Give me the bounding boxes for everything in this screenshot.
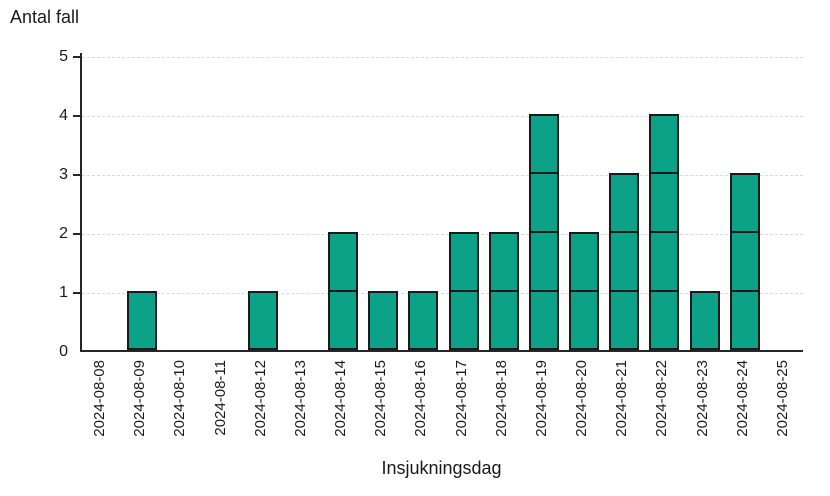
bar-2024-08-22 [649,114,680,350]
bar-2024-08-12 [247,291,278,350]
x-tick-label-2024-08-15: 2024-08-15 [372,360,390,437]
gridline-y2 [82,234,803,235]
x-tick-label-2024-08-13: 2024-08-13 [291,360,309,437]
y-axis-tick [73,233,82,235]
y-tick-label-4: 4 [59,107,68,124]
y-tick-label-3: 3 [59,166,68,183]
bar-unit-separator [651,172,678,174]
x-tick-label-2024-08-19: 2024-08-19 [532,360,550,437]
x-tick-label-2024-08-16: 2024-08-16 [412,360,430,437]
y-axis-tick [73,56,82,58]
bar-2024-08-20 [569,232,600,350]
x-tick-label-2024-08-18: 2024-08-18 [492,360,510,437]
x-tick-label-2024-08-21: 2024-08-21 [613,360,631,437]
bar-2024-08-15 [368,291,399,350]
plot-area [73,53,803,352]
bar-unit-separator [651,290,678,292]
x-tick-label-2024-08-23: 2024-08-23 [693,360,711,437]
bar-unit-separator [530,172,557,174]
bar-unit-separator [611,231,638,233]
bar-2024-08-14 [328,232,359,350]
bar-unit-separator [530,231,557,233]
x-tick-label-2024-08-14: 2024-08-14 [332,360,350,437]
bar-2024-08-21 [609,173,640,350]
y-axis-tick [73,115,82,117]
bar-unit-separator [731,231,758,233]
y-tick-label-2: 2 [59,225,68,242]
y-axis-tick [73,292,82,294]
bar-unit-separator [571,290,598,292]
x-axis-title: Insjukningsdag [381,458,502,478]
x-tick-label-2024-08-11: 2024-08-11 [211,360,229,436]
bar-2024-08-16 [408,291,439,350]
x-tick-label-2024-08-22: 2024-08-22 [653,360,671,437]
y-axis-tick [73,174,82,176]
bar-2024-08-18 [488,232,519,350]
bar-2024-08-24 [729,173,760,350]
bar-unit-separator [450,290,477,292]
gridline-y1 [82,293,803,294]
bar-2024-08-09 [127,291,158,350]
x-tick-label-2024-08-09: 2024-08-09 [131,360,149,437]
x-tick-label-2024-08-24: 2024-08-24 [733,360,751,437]
x-tick-label-2024-08-12: 2024-08-12 [251,360,269,437]
gridline-y5 [82,57,803,58]
x-tick-label-2024-08-17: 2024-08-17 [452,360,470,437]
bar-unit-separator [611,290,638,292]
gridline-y3 [82,175,803,176]
x-tick-label-2024-08-20: 2024-08-20 [573,360,591,437]
y-tick-label-5: 5 [59,48,68,65]
bar-2024-08-23 [689,291,720,350]
y-tick-label-0: 0 [59,343,68,360]
x-tick-label-2024-08-10: 2024-08-10 [171,360,189,437]
bar-2024-08-19 [528,114,559,350]
y-axis-title: Antal fall [10,7,80,27]
x-tick-label-2024-08-25: 2024-08-25 [773,360,791,437]
x-tick-label-2024-08-08: 2024-08-08 [91,360,109,437]
bar-2024-08-17 [448,232,479,350]
y-tick-label-1: 1 [59,284,68,301]
bar-unit-separator [530,290,557,292]
gridline-y4 [82,116,803,117]
bar-unit-separator [651,231,678,233]
bar-unit-separator [330,290,357,292]
bar-unit-separator [490,290,517,292]
bar-unit-separator [731,290,758,292]
